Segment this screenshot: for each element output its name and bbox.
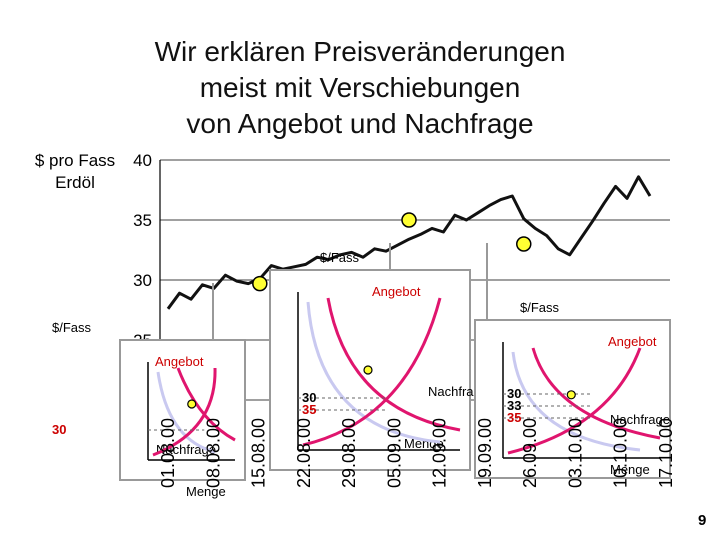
- demand-curve-old: [511, 351, 641, 452]
- price-markers: [252, 212, 532, 292]
- supply-curve: [302, 297, 442, 447]
- y-axis-title-line-1: $ pro Fass: [34, 151, 116, 170]
- demand-curve-new: [176, 367, 236, 442]
- price-series: [166, 175, 652, 310]
- demand-curve-new: [326, 297, 461, 432]
- x-tick-label: 01.08.00: [158, 418, 178, 488]
- x-tick-label: 29.08.00: [339, 418, 359, 488]
- inset-ylabel: $/Fass: [520, 300, 560, 315]
- y-axis-title-line-2: Erdöl: [55, 173, 95, 192]
- supply-curve: [152, 367, 217, 457]
- inset-supply-label: Angebot: [155, 354, 204, 369]
- x-tick-label: 03.10.00: [565, 418, 585, 488]
- x-tick-label: 15.08.00: [249, 418, 269, 488]
- equilibrium-dot: [363, 365, 373, 375]
- title-line-2: meist mit Verschiebungen: [199, 72, 521, 103]
- inset-frame: [119, 339, 246, 481]
- x-tick-label: 26.09.00: [520, 418, 540, 488]
- title-line-1: Wir erklären Preisveränderungen: [154, 36, 566, 67]
- price-label: 30: [52, 422, 66, 437]
- price-label: 35: [302, 402, 316, 417]
- supply-demand-insets: $/Fass Angebot Nachfrage Menge 30 $/Fass Angeb…: [52, 243, 671, 499]
- title-line-3: von Angebot und Nachfrage: [186, 108, 534, 139]
- x-tick-label: 12.09.00: [430, 418, 450, 488]
- inset-ylabel: $/Fass: [52, 320, 92, 335]
- price-marker-1: [252, 275, 268, 292]
- price-line: [166, 175, 652, 310]
- demand-curve-old: [306, 301, 441, 444]
- inset-supply-label: Angebot: [608, 334, 657, 349]
- price-label: 33: [507, 398, 521, 413]
- inset-xlabel: Menge: [186, 484, 226, 499]
- x-tick-label: 17.10.00: [656, 418, 676, 488]
- demand-curve-new: [531, 347, 661, 440]
- demand-curve-old: [156, 371, 216, 454]
- page-title: Wir erklären Preisveränderungen meist mi…: [0, 34, 720, 142]
- price-label: 30: [302, 390, 316, 405]
- x-tick-label: 19.09.00: [475, 418, 495, 488]
- inset-demand-label: Nachfrage: [610, 412, 670, 427]
- supply-curve: [507, 347, 642, 455]
- y-axis-title: $ pro Fass Erdöl: [20, 150, 130, 194]
- price-label: 35: [507, 410, 521, 425]
- page-number: 9: [698, 512, 707, 529]
- equilibrium-dot: [187, 399, 197, 409]
- x-tick-label: 22.08.00: [294, 418, 314, 488]
- y-tick-label: 40: [133, 151, 152, 170]
- price-label: 30: [507, 386, 521, 401]
- y-tick-label: 35: [133, 211, 152, 230]
- x-tick-label: 05.09.00: [384, 418, 404, 488]
- equilibrium-dot: [566, 390, 576, 400]
- x-axis-ticks: 01.08.00 08.08.00 15.08.00 22.08.00 29.08.00…: [158, 418, 676, 488]
- inset-demand-label: Nachfrage: [428, 384, 488, 399]
- inset-ylabel: $/Fass: [320, 250, 360, 265]
- x-tick-label: 08.08.00: [203, 418, 223, 488]
- inset-supply-label: Angebot: [372, 284, 421, 299]
- price-marker-3: [516, 236, 532, 252]
- y-tick-label: 30: [133, 271, 152, 290]
- inset-xlabel: Menge: [404, 436, 444, 451]
- price-marker-2: [401, 212, 417, 228]
- x-tick-label: 10.10.00: [611, 418, 631, 488]
- inset-xlabel: Menge: [610, 462, 650, 477]
